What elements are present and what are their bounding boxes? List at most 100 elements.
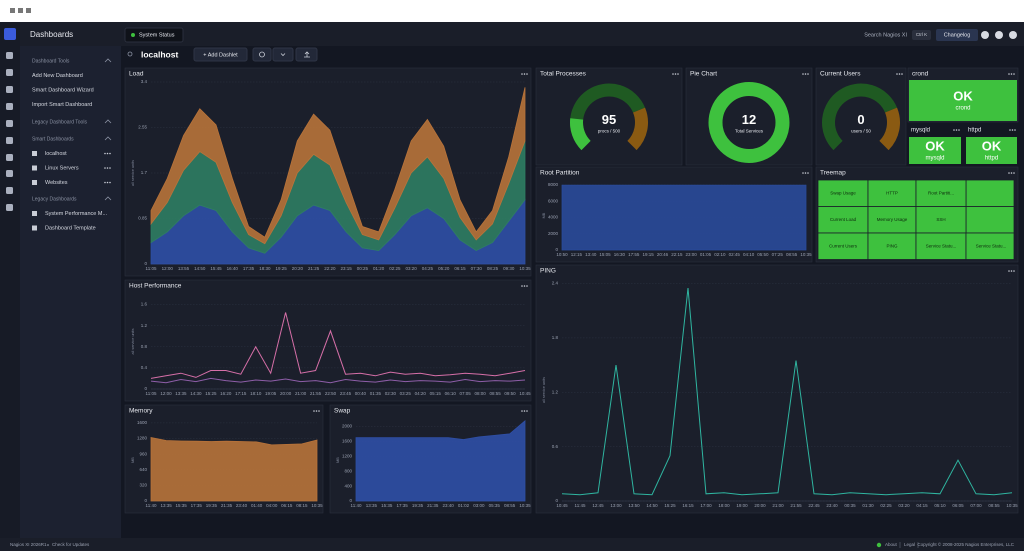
menu-dot[interactable] (1011, 129, 1014, 131)
menu-dot[interactable] (1013, 73, 1015, 75)
chevron[interactable] (104, 196, 112, 201)
status-tile[interactable] (909, 137, 961, 164)
sidebar-item[interactable]: localhost (45, 151, 67, 157)
treemap-cell[interactable] (867, 179, 917, 207)
treemap-cell[interactable] (867, 232, 917, 260)
menu-dot[interactable] (104, 167, 106, 169)
changelog-button[interactable] (936, 29, 978, 41)
menu-dot[interactable] (521, 410, 523, 412)
nav-icon[interactable] (6, 137, 13, 144)
menu-dot[interactable] (1010, 73, 1013, 75)
menu-dot[interactable] (672, 73, 674, 75)
treemap-cell[interactable] (965, 206, 1015, 234)
menu-dot[interactable] (1010, 172, 1013, 174)
chevron[interactable] (104, 119, 112, 124)
menu-dot[interactable] (1009, 129, 1011, 131)
nav-icon[interactable] (6, 120, 13, 127)
treemap-cell[interactable] (915, 206, 967, 234)
menu-dot[interactable] (674, 73, 677, 75)
section-title[interactable]: Smart Dashboards (32, 136, 74, 142)
toolbar-button[interactable] (295, 47, 318, 62)
nav-icon[interactable] (6, 86, 13, 93)
nav-icon[interactable] (6, 103, 13, 110)
menu-dot[interactable] (106, 152, 109, 155)
menu-dot[interactable] (523, 410, 526, 412)
treemap-cell[interactable] (915, 232, 967, 260)
treemap-cell[interactable] (817, 206, 869, 234)
menu-dot[interactable] (1010, 270, 1013, 272)
menu-dot[interactable] (521, 73, 523, 75)
menu-dot[interactable] (1008, 172, 1010, 174)
menu-dot[interactable] (109, 181, 111, 184)
menu-dot[interactable] (106, 167, 109, 169)
menu-dot[interactable] (523, 73, 526, 75)
menu-dot[interactable] (958, 129, 960, 131)
system-status-button[interactable] (124, 27, 184, 43)
nav-icon[interactable] (6, 204, 13, 211)
section-title[interactable]: Legacy Dashboard Tools (32, 119, 87, 125)
treemap-cell[interactable] (915, 179, 967, 207)
toolbar-button[interactable] (252, 47, 272, 62)
menu-dot[interactable] (802, 172, 804, 174)
treemap-cell[interactable] (965, 179, 1015, 207)
menu-dot[interactable] (106, 181, 109, 184)
header-icon[interactable] (1009, 31, 1017, 39)
menu-dot[interactable] (953, 129, 955, 131)
menu-dot[interactable] (807, 172, 809, 174)
sidebar-item[interactable]: Add New Dashboard (32, 73, 83, 79)
nav-icon[interactable] (6, 69, 13, 76)
menu-dot[interactable] (677, 73, 679, 75)
treemap-cell[interactable] (817, 232, 869, 260)
sidebar-item[interactable]: Smart Dashboard Wizard (32, 87, 94, 93)
menu-dot[interactable] (1008, 73, 1010, 75)
menu-dot[interactable] (526, 285, 528, 287)
search-label[interactable]: Search Nagios XI (864, 32, 907, 38)
header-icon[interactable] (981, 31, 989, 39)
sidebar-item[interactable]: Import Smart Dashboard (32, 102, 92, 108)
menu-dot[interactable] (109, 167, 111, 169)
chevron[interactable] (104, 58, 112, 63)
menu-dot[interactable] (807, 73, 809, 75)
menu-dot[interactable] (898, 73, 901, 75)
menu-dot[interactable] (521, 285, 523, 287)
menu-dot[interactable] (315, 410, 318, 412)
menu-dot[interactable] (1008, 270, 1010, 272)
chevron[interactable] (104, 136, 112, 141)
menu-dot[interactable] (1014, 129, 1016, 131)
menu-dot[interactable] (802, 73, 804, 75)
header-icon[interactable] (995, 31, 1003, 39)
nav-icon[interactable] (6, 187, 13, 194)
nav-icon[interactable] (6, 170, 13, 177)
menu-dot[interactable] (313, 410, 315, 412)
nav-icon[interactable] (6, 154, 13, 161)
legal-link[interactable]: Legal (904, 542, 915, 547)
status-tile[interactable] (966, 137, 1017, 164)
section-title[interactable]: Legacy Dashboards (32, 196, 77, 202)
menu-dot[interactable] (955, 129, 958, 131)
sidebar-item[interactable]: System Performance M... (45, 211, 108, 217)
treemap-cell[interactable] (965, 232, 1015, 260)
nav-icon[interactable] (6, 52, 13, 59)
menu-dot[interactable] (804, 172, 807, 174)
menu-dot[interactable] (104, 152, 106, 155)
menu-dot[interactable] (901, 73, 903, 75)
menu-dot[interactable] (109, 152, 111, 155)
menu-dot[interactable] (526, 410, 528, 412)
sidebar-item[interactable]: Linux Servers (45, 165, 79, 171)
menu-dot[interactable] (896, 73, 898, 75)
status-tile[interactable] (909, 80, 1017, 121)
menu-dot[interactable] (1013, 270, 1015, 272)
about-link[interactable]: About (885, 542, 898, 547)
menu-dot[interactable] (104, 181, 106, 184)
menu-dot[interactable] (523, 285, 526, 287)
updates-link[interactable]: Check for Updates (52, 542, 90, 547)
toolbar-button[interactable] (272, 47, 294, 62)
sidebar-item[interactable]: Dashboard Template (45, 225, 96, 231)
menu-dot[interactable] (318, 410, 320, 412)
menu-dot[interactable] (804, 73, 807, 75)
sidebar-item[interactable]: Websites (45, 180, 68, 186)
menu-dot[interactable] (1013, 172, 1015, 174)
menu-dot[interactable] (526, 73, 528, 75)
section-title[interactable]: Dashboard Tools (32, 58, 70, 64)
add-dashlet-button[interactable] (193, 47, 248, 62)
